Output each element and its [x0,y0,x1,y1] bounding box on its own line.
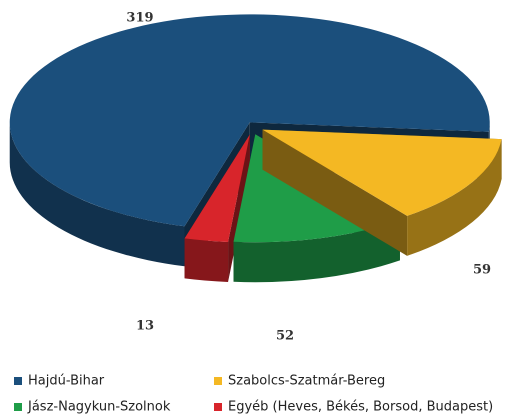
slice-top [262,129,502,216]
slice-top [9,14,490,227]
slice-edge [262,129,408,256]
legend-label: Hajdú-Bihar [28,374,105,389]
legend-label: Szabolcs-Szatmár-Bereg [228,374,385,389]
legend-marker [214,377,222,385]
legend-label: Jász-Nagykun-Szolnok [27,400,171,415]
data-label: 52 [276,329,294,344]
slice-side [407,139,502,256]
data-label: 319 [126,11,153,26]
data-label: 13 [136,319,154,334]
slice-side [233,220,400,283]
legend-marker [214,403,222,411]
slice [262,129,502,256]
slice-side [9,122,185,267]
slice-top [184,134,250,242]
slice-side [184,238,229,282]
legend-marker [14,403,22,411]
slice [184,134,250,282]
legend-label: Egyéb (Heves, Békés, Borsod, Budapest) [228,400,493,415]
legend-marker [14,377,22,385]
data-label: 59 [473,263,491,278]
